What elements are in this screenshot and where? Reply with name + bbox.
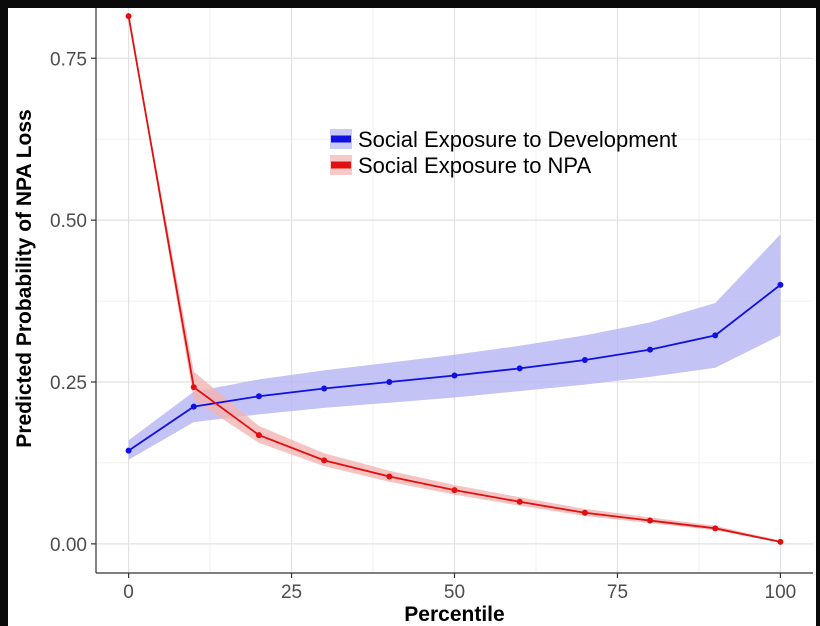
data-point-series-0 xyxy=(386,379,393,385)
x-tick-label: 75 xyxy=(607,582,628,603)
y-tick-label: 0.00 xyxy=(50,535,87,556)
data-point-series-1 xyxy=(581,509,588,516)
data-point-series-1 xyxy=(321,457,328,464)
data-point-series-1 xyxy=(712,525,719,532)
data-point-series-1 xyxy=(777,538,784,545)
line-chart: 0 25 50 75 100 0.00 0.25 0.50 0.75 Social Exposu… xyxy=(13,8,813,626)
data-point-series-0 xyxy=(190,403,197,410)
x-axis-title: Percentile xyxy=(404,603,504,626)
axes: 0 25 50 75 100 0.00 0.25 0.50 0.75 xyxy=(50,8,813,603)
data-point-series-1 xyxy=(255,432,262,439)
data-point-series-0 xyxy=(321,385,328,392)
data-point-series-1 xyxy=(190,384,197,391)
data-point-series-0 xyxy=(255,393,262,400)
data-point-series-0 xyxy=(451,372,458,379)
chart-panel: 0 25 50 75 100 0.00 0.25 0.50 0.75 Social Exposu… xyxy=(8,8,816,626)
x-tick-label: 0 xyxy=(123,582,134,603)
y-axis-title: Predicted Probability of NPA Loss xyxy=(13,109,36,447)
data-point-series-1 xyxy=(451,487,458,494)
y-tick-label: 0.75 xyxy=(50,49,87,70)
confidence-bands xyxy=(128,16,781,543)
legend-label-0: Social Exposure to Development xyxy=(358,127,677,152)
x-tick-label: 50 xyxy=(444,582,465,603)
ci-band-series-0 xyxy=(128,234,781,460)
data-point-series-1 xyxy=(516,498,523,505)
data-point-series-0 xyxy=(647,346,654,353)
data-point-series-0 xyxy=(516,365,523,372)
data-point-series-0 xyxy=(581,356,588,363)
data-point-series-1 xyxy=(125,13,132,20)
x-tick-label: 25 xyxy=(281,582,302,603)
x-tick-label: 100 xyxy=(765,582,797,603)
y-tick-label: 0.25 xyxy=(50,373,87,394)
data-point-series-1 xyxy=(647,517,654,524)
data-point-series-1 xyxy=(386,473,393,480)
series-points xyxy=(125,13,784,545)
data-point-series-0 xyxy=(125,447,132,454)
data-point-series-0 xyxy=(777,281,784,288)
data-point-series-0 xyxy=(712,332,719,339)
y-tick-label: 0.50 xyxy=(50,211,87,232)
legend-label-1: Social Exposure to NPA xyxy=(358,153,591,178)
